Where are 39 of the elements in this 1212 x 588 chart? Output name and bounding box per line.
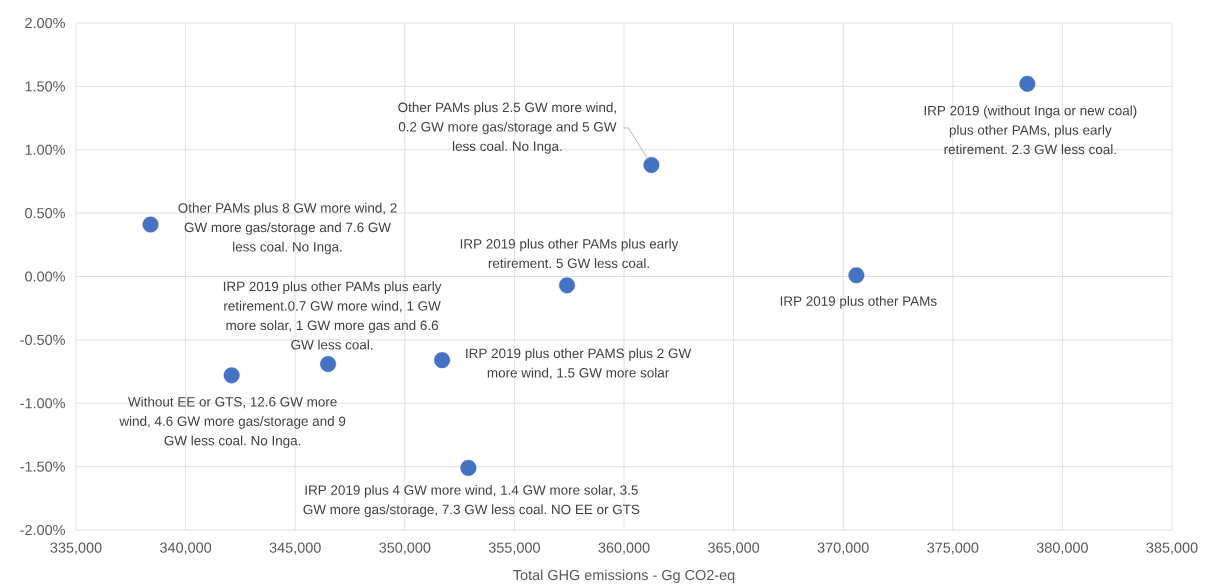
x-tick-label: 360,000 (598, 542, 650, 555)
annotation: IRP 2019 plus other PAMs plus early retirement. 5 GW less coal. (460, 238, 679, 269)
annotation: IRP 2019 plus other PAMs plus early retirement.0.7 GW more wind, 1 GW more solar, 1 GW more gas and 6.6 GW less coal. (223, 281, 442, 350)
y-tick-label: -2.00% (20, 524, 65, 536)
y-tick-label: 0.00% (25, 271, 65, 282)
point (1019, 75, 1036, 92)
annotation: Other PAMs plus 2.5 GW more wind, 0.2 GW more gas/storage and 5 GW less coal. No Inga. (398, 102, 617, 154)
point (223, 367, 240, 384)
x-tick-label: 375,000 (927, 542, 979, 555)
x-tick-label: 350,000 (379, 542, 431, 555)
x-tick-label: 335,000 (50, 542, 102, 555)
point (142, 216, 159, 233)
x-tick-label: 365,000 (708, 542, 760, 555)
annotation: IRP 2019 plus other PAMs (780, 295, 937, 309)
y-tick-label: 1.50% (25, 81, 65, 92)
y-tick-label: -1.00% (20, 398, 65, 409)
x-tick-label: 370,000 (817, 542, 869, 555)
x-tick-label: 380,000 (1036, 542, 1088, 555)
x-tick-label: 345,000 (269, 542, 321, 555)
x-tick-label: 340,000 (160, 542, 212, 555)
x-axis-title: Total GHG emissions - Gg CO2-eq (513, 569, 735, 583)
annotation: Without EE or GTS, 12.6 GW more wind, 4.6 GW more gas/storage and 9 GW less coal. No Inga. (119, 396, 346, 449)
y-tick-label: 1.00% (25, 144, 65, 155)
point (643, 156, 660, 173)
y-tick-label: -0.50% (20, 334, 65, 345)
annotation: Other PAMs plus 8 GW more wind, 2 GW more gas/storage and 7.6 GW less coal. No Inga. (178, 202, 397, 255)
annotation: IRP 2019 (without Inga or new coal) plus other PAMs, plus early retirement. 2.3 GW less coal. (924, 105, 1137, 155)
point (460, 459, 477, 476)
annotation: IRP 2019 plus 4 GW more wind, 1.4 GW more solar, 3.5 GW more gas/storage, 7.3 GW less coal. NO EE or GTS (303, 484, 640, 517)
point (434, 352, 451, 369)
annotation: IRP 2019 plus other PAMS plus 2 GW more wind, 1.5 GW more solar (466, 348, 692, 380)
point (848, 267, 865, 284)
point (559, 277, 576, 294)
y-tick-label: 0.50% (25, 208, 65, 219)
y-tick-label: -1.50% (20, 461, 65, 472)
x-tick-label: 385,000 (1146, 542, 1198, 555)
point (320, 355, 337, 372)
y-tick-label: 2.00% (25, 17, 65, 29)
x-tick-label: 355,000 (488, 542, 540, 555)
